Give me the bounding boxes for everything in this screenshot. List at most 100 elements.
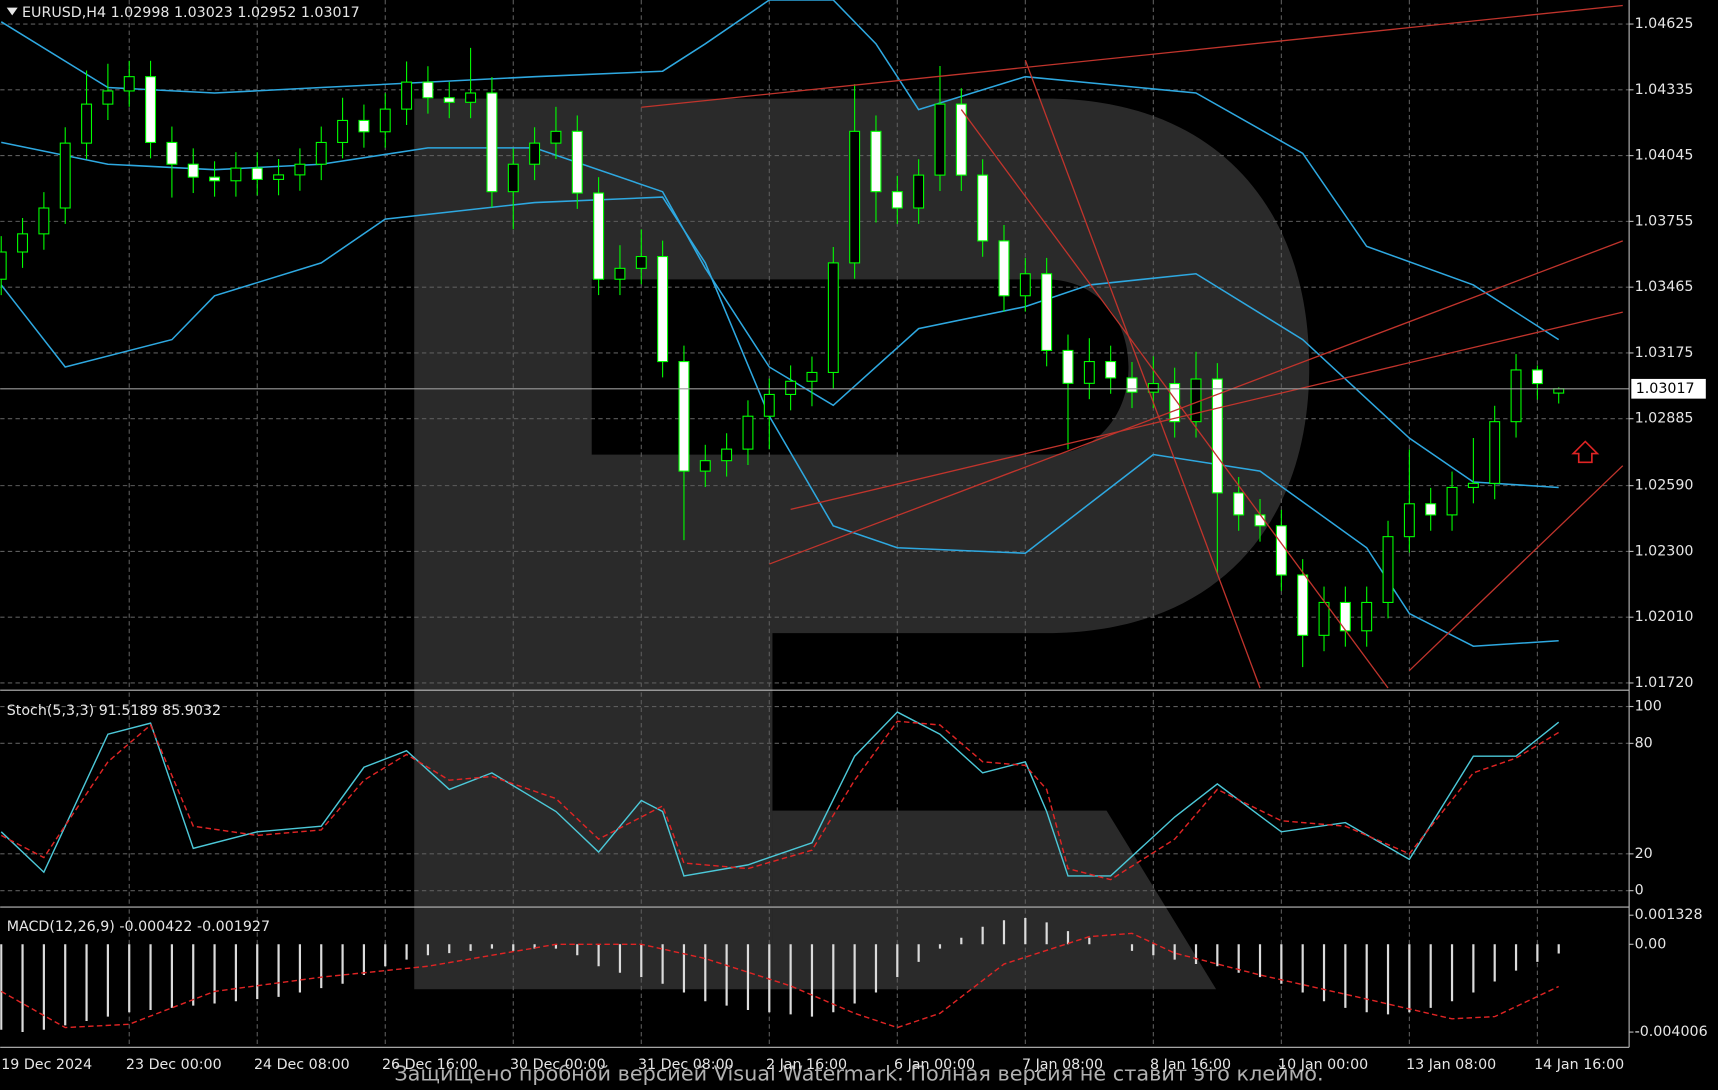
macd-header: MACD(12,26,9) -0.000422 -0.001927 (7, 919, 270, 935)
candle-body (102, 90, 114, 105)
y-tick-label: 1.03755 (1635, 213, 1694, 229)
candle-body (1553, 388, 1565, 394)
symbol-dropdown-icon[interactable] (6, 7, 18, 16)
candle-body (1190, 378, 1202, 423)
candle-body (209, 176, 221, 182)
candle-body (379, 108, 391, 133)
candle-body (763, 393, 775, 417)
y-tick-label: 1.02590 (1635, 478, 1694, 494)
x-tick-label: 2 Jan 16:00 (766, 1057, 847, 1073)
y-tick-label: 0 (1635, 883, 1644, 899)
candle-body (955, 103, 967, 176)
trend-line (641, 4, 1623, 108)
current-price-box (1631, 378, 1706, 399)
y-tick-label: 1.02885 (1635, 411, 1694, 427)
current-price-label: 1.03017 (1636, 381, 1695, 397)
candle-body (1211, 378, 1223, 494)
chart-layer: 1.04625 1.04335 1.04045 1.03755 1.03465 1.031… (0, 0, 1708, 1073)
candle-body (59, 142, 71, 209)
candle-body (38, 207, 50, 235)
stoch-k: 91.5189 (99, 703, 158, 719)
candle-body (678, 361, 690, 472)
candle-body (849, 130, 861, 264)
candle-body (1297, 574, 1309, 636)
y-tick-label: -0.004006 (1635, 1024, 1708, 1040)
x-tick-label: 6 Jan 00:00 (894, 1057, 975, 1073)
candle-body (0, 251, 7, 280)
candle-body (187, 163, 199, 178)
x-tick-label: 23 Dec 00:00 (126, 1057, 222, 1073)
candle-body (337, 119, 349, 143)
candle-body (273, 174, 285, 180)
header-open: 1.02998 (111, 5, 170, 21)
macd-main: -0.000422 (119, 919, 192, 935)
x-tick-label: 24 Dec 08:00 (254, 1057, 350, 1073)
candle-body (913, 174, 925, 209)
candle-body (1275, 525, 1287, 576)
logo-shape (414, 98, 1310, 990)
candle-body (550, 130, 562, 144)
candle-body (657, 255, 669, 363)
y-tick-label: 1.04625 (1635, 16, 1694, 32)
trend-line (960, 109, 1389, 689)
x-tick-label: 7 Jan 08:00 (1022, 1057, 1103, 1073)
candle-body (721, 448, 733, 462)
price-header: EURUSD,H4 1.02998 1.03023 1.02952 1.0301… (22, 5, 360, 21)
stoch-header: Stoch(5,3,3) 91.5189 85.9032 (7, 703, 221, 719)
candle-body (998, 240, 1010, 297)
candle-body (507, 163, 519, 193)
candle-body (806, 371, 818, 382)
stoch-d: 85.9032 (162, 703, 221, 719)
x-tick-label: 19 Dec 2024 (1, 1057, 92, 1073)
x-tick-label: 14 Jan 16:00 (1534, 1057, 1624, 1073)
panel (0, 909, 1560, 1047)
trend-line (790, 311, 1623, 511)
y-tick-label: 0.001328 (1635, 907, 1703, 923)
macd-signal-line (0, 932, 1559, 1029)
candle-body (1254, 514, 1266, 527)
candle-body (230, 167, 242, 182)
y-tick-label: 80 (1635, 735, 1653, 751)
candle-body (145, 76, 157, 143)
candle-body (251, 167, 263, 180)
candle-body (1382, 536, 1394, 603)
y-tick-label: 1.03465 (1635, 279, 1694, 295)
y-tick-label: 1.02300 (1635, 543, 1694, 559)
candle-body (977, 174, 989, 242)
trend-line (1024, 59, 1261, 689)
candle-body (785, 380, 797, 395)
macd-name: MACD(12,26,9) (7, 919, 115, 935)
candle-body (443, 97, 455, 103)
candle-body (742, 415, 754, 450)
candle-body (1425, 503, 1437, 516)
header-high: 1.03023 (174, 5, 233, 21)
candle-body (1403, 503, 1415, 538)
candle-body (81, 103, 93, 144)
candle-body (358, 119, 370, 133)
candle-body (1361, 601, 1373, 632)
trend-line (1408, 465, 1624, 672)
candle-body (1467, 482, 1479, 488)
header-low: 1.02952 (237, 5, 296, 21)
candle-body (1019, 273, 1031, 297)
x-tick-label: 13 Jan 08:00 (1406, 1057, 1496, 1073)
candle-body (123, 76, 135, 92)
macd-signal: -0.001927 (197, 919, 270, 935)
x-tick-label: 31 Dec 08:00 (638, 1057, 734, 1073)
candle-body (1105, 361, 1117, 379)
y-tick-label: 1.04335 (1635, 82, 1694, 98)
candle-body (1446, 486, 1458, 516)
candle-body (1083, 361, 1095, 384)
candle-body (166, 141, 178, 165)
y-tick-label: 1.03175 (1635, 345, 1694, 361)
candle-body (315, 141, 327, 165)
candle-body (699, 460, 711, 472)
y-tick-label: 20 (1635, 846, 1653, 862)
candle-body (17, 233, 29, 253)
y-tick-label: 1.04045 (1635, 148, 1694, 164)
candle-body (465, 92, 477, 103)
candle-body (593, 192, 605, 280)
candle-body (1233, 492, 1245, 516)
